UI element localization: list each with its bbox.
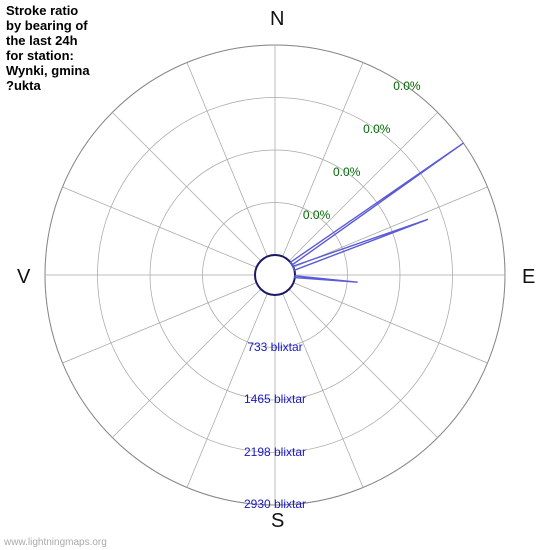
polar-chart: { "title": "Stroke ratio\nby bearing of\… — [0, 0, 550, 550]
ring-label-count: 733 blixtar — [247, 340, 302, 354]
ring-label-count: 2930 blixtar — [244, 497, 306, 511]
ring-label-percent: 0.0% — [303, 208, 330, 222]
ring-label-count: 1465 blixtar — [244, 392, 306, 406]
ring-label-percent: 0.0% — [363, 122, 390, 136]
ring-label-percent: 0.0% — [393, 79, 420, 93]
cardinal-e: E — [522, 266, 535, 289]
cardinal-v: V — [17, 266, 30, 289]
footer-credit: www.lightningmaps.org — [4, 537, 107, 548]
cardinal-n: N — [270, 8, 284, 31]
chart-title: Stroke ratio by bearing of the last 24h … — [6, 4, 90, 94]
cardinal-s: S — [271, 510, 284, 533]
ring-label-percent: 0.0% — [333, 165, 360, 179]
ring-label-count: 2198 blixtar — [244, 445, 306, 459]
